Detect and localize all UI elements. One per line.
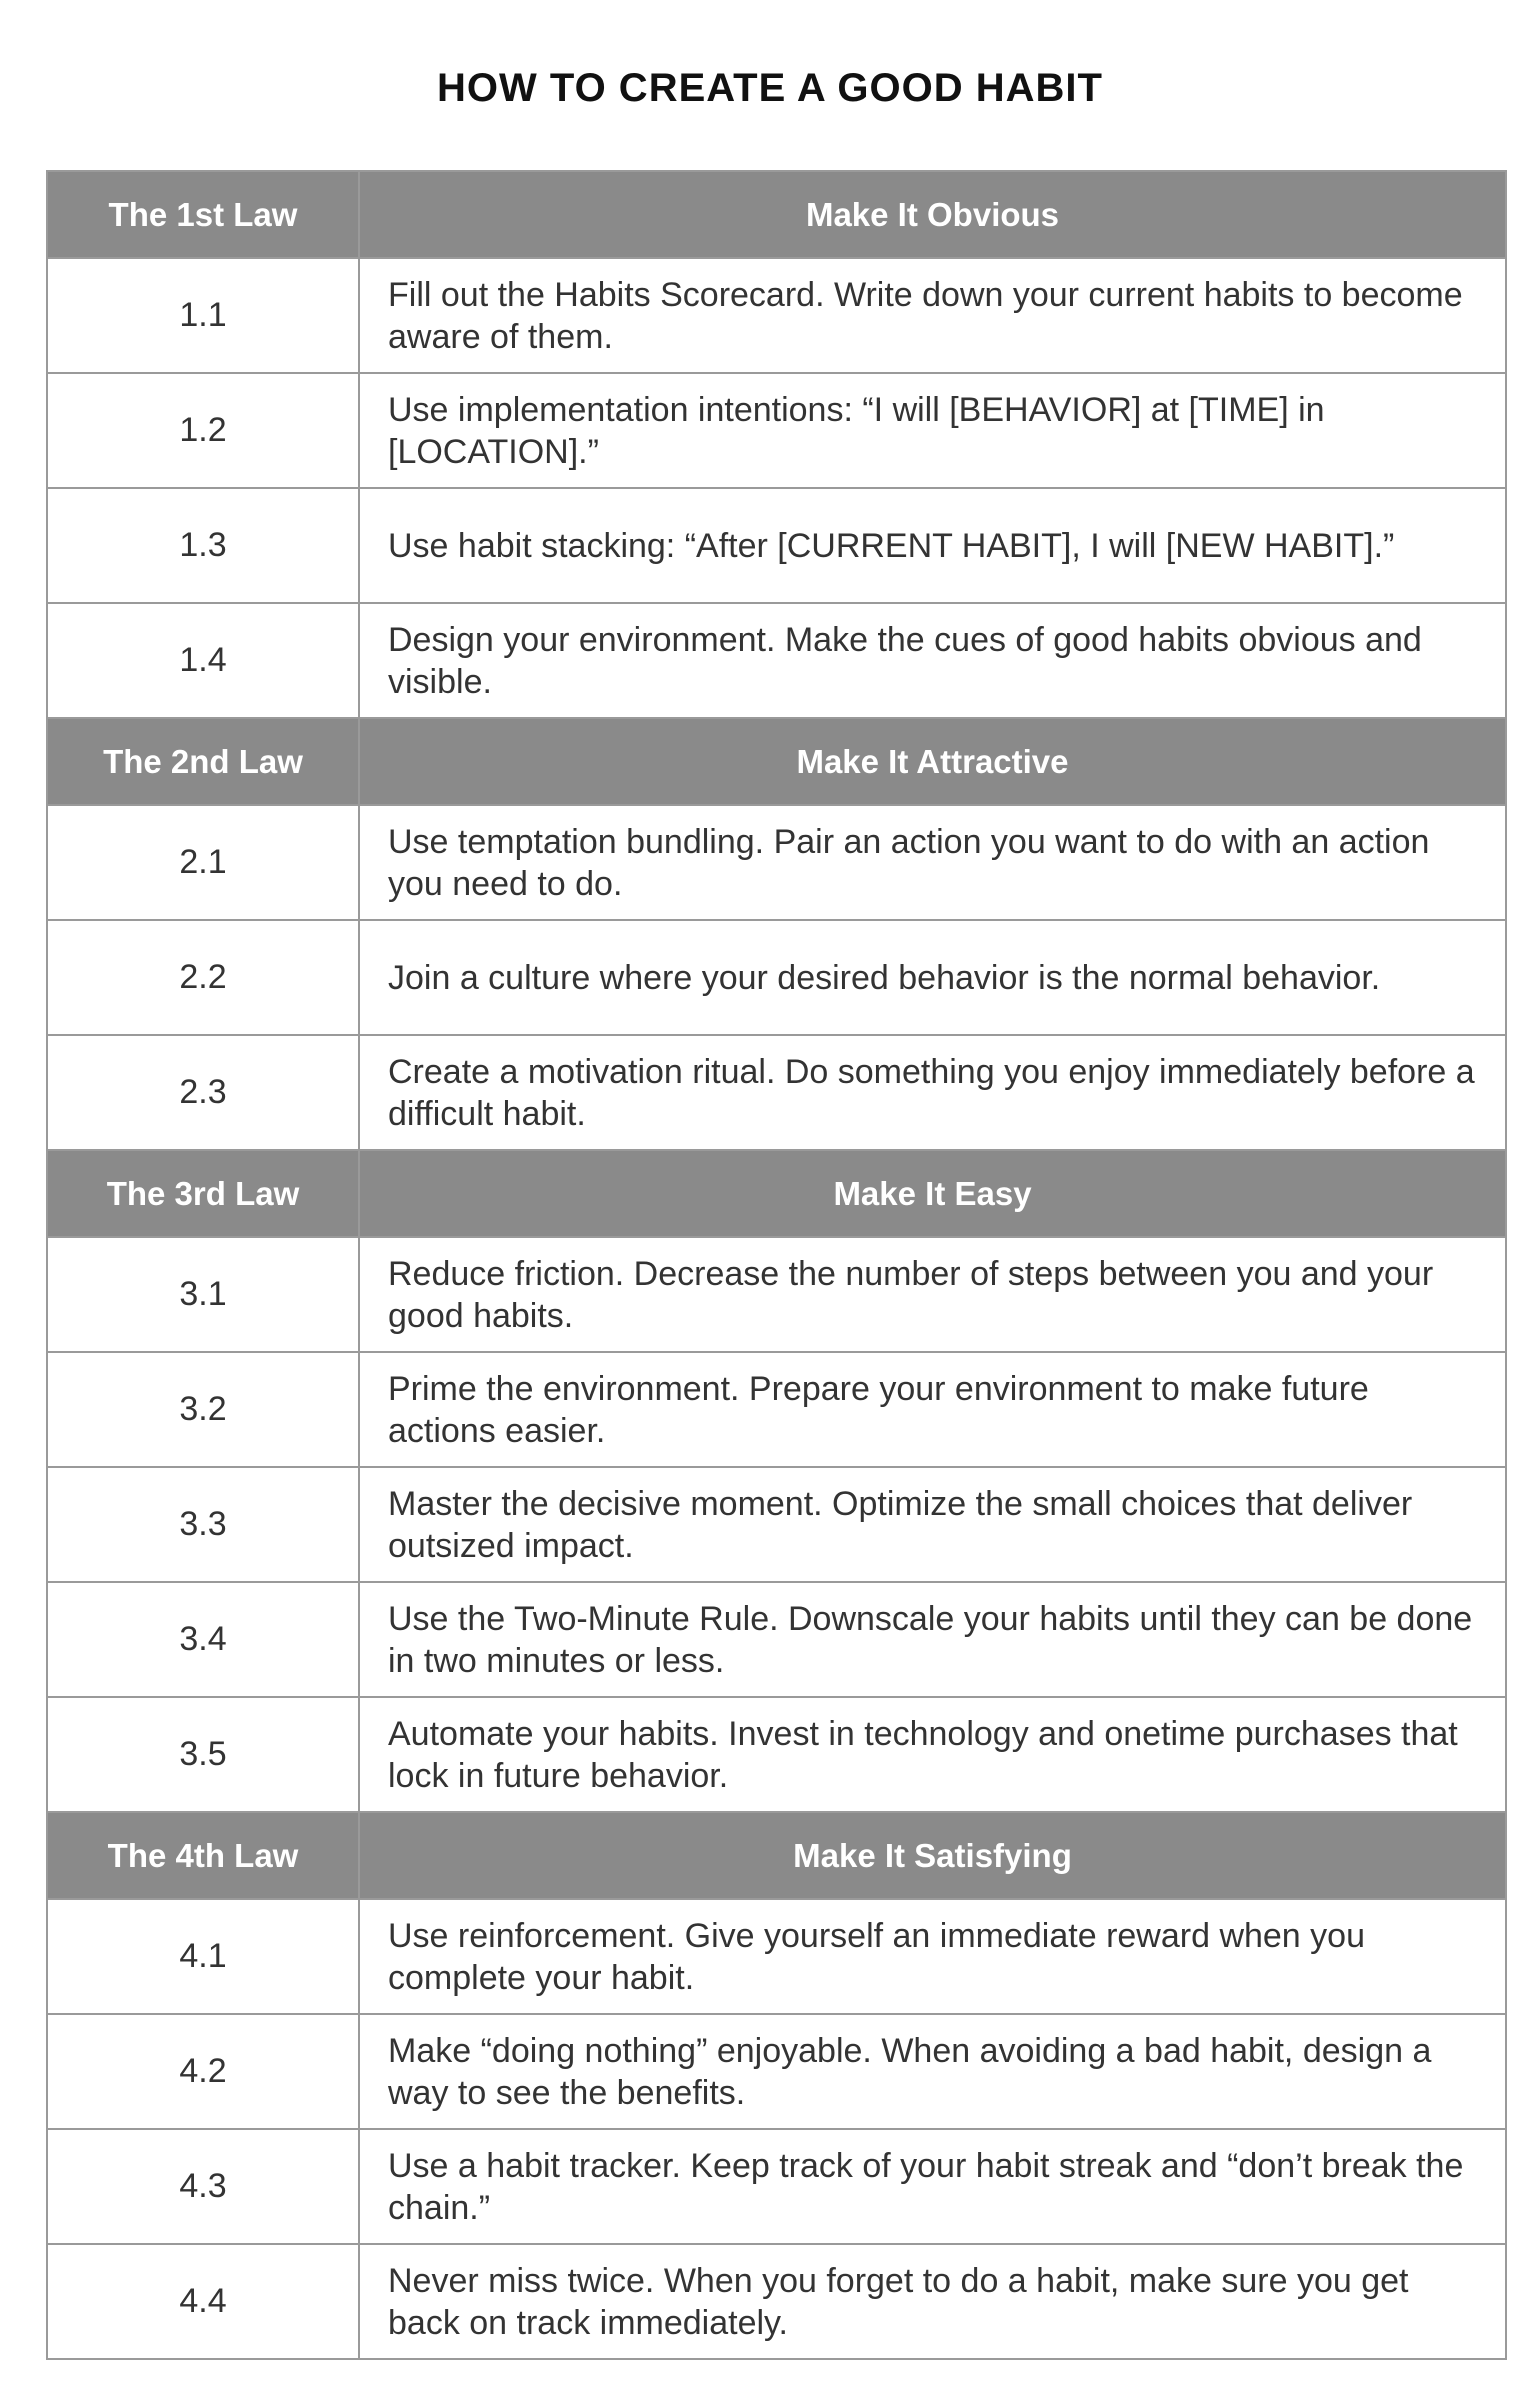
law-name: Make It Obvious xyxy=(358,170,1507,259)
law-label: The 1st Law xyxy=(46,170,360,259)
item-number: 2.2 xyxy=(46,919,360,1036)
law-name: Make It Easy xyxy=(358,1149,1507,1238)
law-label: The 3rd Law xyxy=(46,1149,360,1238)
item-number: 1.1 xyxy=(46,257,360,374)
law-name: Make It Satisfying xyxy=(358,1811,1507,1900)
table-row: 3.5 Automate your habits. Invest in techn… xyxy=(46,1696,1507,1813)
item-description: Make “doing nothing” enjoyable. When avo… xyxy=(358,2013,1507,2130)
table-row: 1.3 Use habit stacking: “After [CURRENT H… xyxy=(46,487,1507,604)
item-description: Use habit stacking: “After [CURRENT HABI… xyxy=(358,487,1507,604)
item-number: 2.1 xyxy=(46,804,360,921)
table-row: 1.1 Fill out the Habits Scorecard. Write … xyxy=(46,257,1507,374)
item-number: 3.2 xyxy=(46,1351,360,1468)
item-description: Never miss twice. When you forget to do … xyxy=(358,2243,1507,2360)
item-number: 4.2 xyxy=(46,2013,360,2130)
item-number: 4.1 xyxy=(46,1898,360,2015)
page-title: HOW TO CREATE A GOOD HABIT xyxy=(437,66,1103,110)
item-description: Master the decisive moment. Optimize the… xyxy=(358,1466,1507,1583)
table-row: 4.1 Use reinforcement. Give yourself an i… xyxy=(46,1898,1507,2015)
table-row: 2.2 Join a culture where your desired beh… xyxy=(46,919,1507,1036)
item-number: 1.2 xyxy=(46,372,360,489)
table-row: 2.3 Create a motivation ritual. Do someth… xyxy=(46,1034,1507,1151)
item-number: 4.3 xyxy=(46,2128,360,2245)
law-header-row: The 3rd Law Make It Easy xyxy=(46,1149,1507,1238)
item-number: 3.3 xyxy=(46,1466,360,1583)
habits-table: The 1st Law Make It Obvious 1.1 Fill out th… xyxy=(46,170,1507,2360)
table-row: 3.3 Master the decisive moment. Optimize … xyxy=(46,1466,1507,1583)
item-description: Use reinforcement. Give yourself an imme… xyxy=(358,1898,1507,2015)
item-description: Use the Two-Minute Rule. Downscale your … xyxy=(358,1581,1507,1698)
table-row: 1.2 Use implementation intentions: “I wil… xyxy=(46,372,1507,489)
table-row: 3.1 Reduce friction. Decrease the number … xyxy=(46,1236,1507,1353)
law-label: The 2nd Law xyxy=(46,717,360,806)
item-number: 3.1 xyxy=(46,1236,360,1353)
table-row: 4.3 Use a habit tracker. Keep track of yo… xyxy=(46,2128,1507,2245)
table-row: 3.4 Use the Two-Minute Rule. Downscale yo… xyxy=(46,1581,1507,1698)
item-description: Fill out the Habits Scorecard. Write dow… xyxy=(358,257,1507,374)
table-row: 3.2 Prime the environment. Prepare your e… xyxy=(46,1351,1507,1468)
item-description: Use a habit tracker. Keep track of your … xyxy=(358,2128,1507,2245)
law-header-row: The 4th Law Make It Satisfying xyxy=(46,1811,1507,1900)
item-description: Automate your habits. Invest in technolo… xyxy=(358,1696,1507,1813)
table-row: 2.1 Use temptation bundling. Pair an acti… xyxy=(46,804,1507,921)
item-description: Use implementation intentions: “I will [… xyxy=(358,372,1507,489)
item-description: Prime the environment. Prepare your envi… xyxy=(358,1351,1507,1468)
item-description: Join a culture where your desired behavi… xyxy=(358,919,1507,1036)
table-row: 4.4 Never miss twice. When you forget to … xyxy=(46,2243,1507,2360)
law-name: Make It Attractive xyxy=(358,717,1507,806)
item-description: Reduce friction. Decrease the number of … xyxy=(358,1236,1507,1353)
item-description: Design your environment. Make the cues o… xyxy=(358,602,1507,719)
item-description: Use temptation bundling. Pair an action … xyxy=(358,804,1507,921)
item-number: 1.4 xyxy=(46,602,360,719)
law-header-row: The 1st Law Make It Obvious xyxy=(46,170,1507,259)
item-number: 4.4 xyxy=(46,2243,360,2360)
item-description: Create a motivation ritual. Do something… xyxy=(358,1034,1507,1151)
law-header-row: The 2nd Law Make It Attractive xyxy=(46,717,1507,806)
law-label: The 4th Law xyxy=(46,1811,360,1900)
item-number: 2.3 xyxy=(46,1034,360,1151)
item-number: 3.4 xyxy=(46,1581,360,1698)
table-row: 1.4 Design your environment. Make the cue… xyxy=(46,602,1507,719)
item-number: 3.5 xyxy=(46,1696,360,1813)
table-row: 4.2 Make “doing nothing” enjoyable. When … xyxy=(46,2013,1507,2130)
item-number: 1.3 xyxy=(46,487,360,604)
